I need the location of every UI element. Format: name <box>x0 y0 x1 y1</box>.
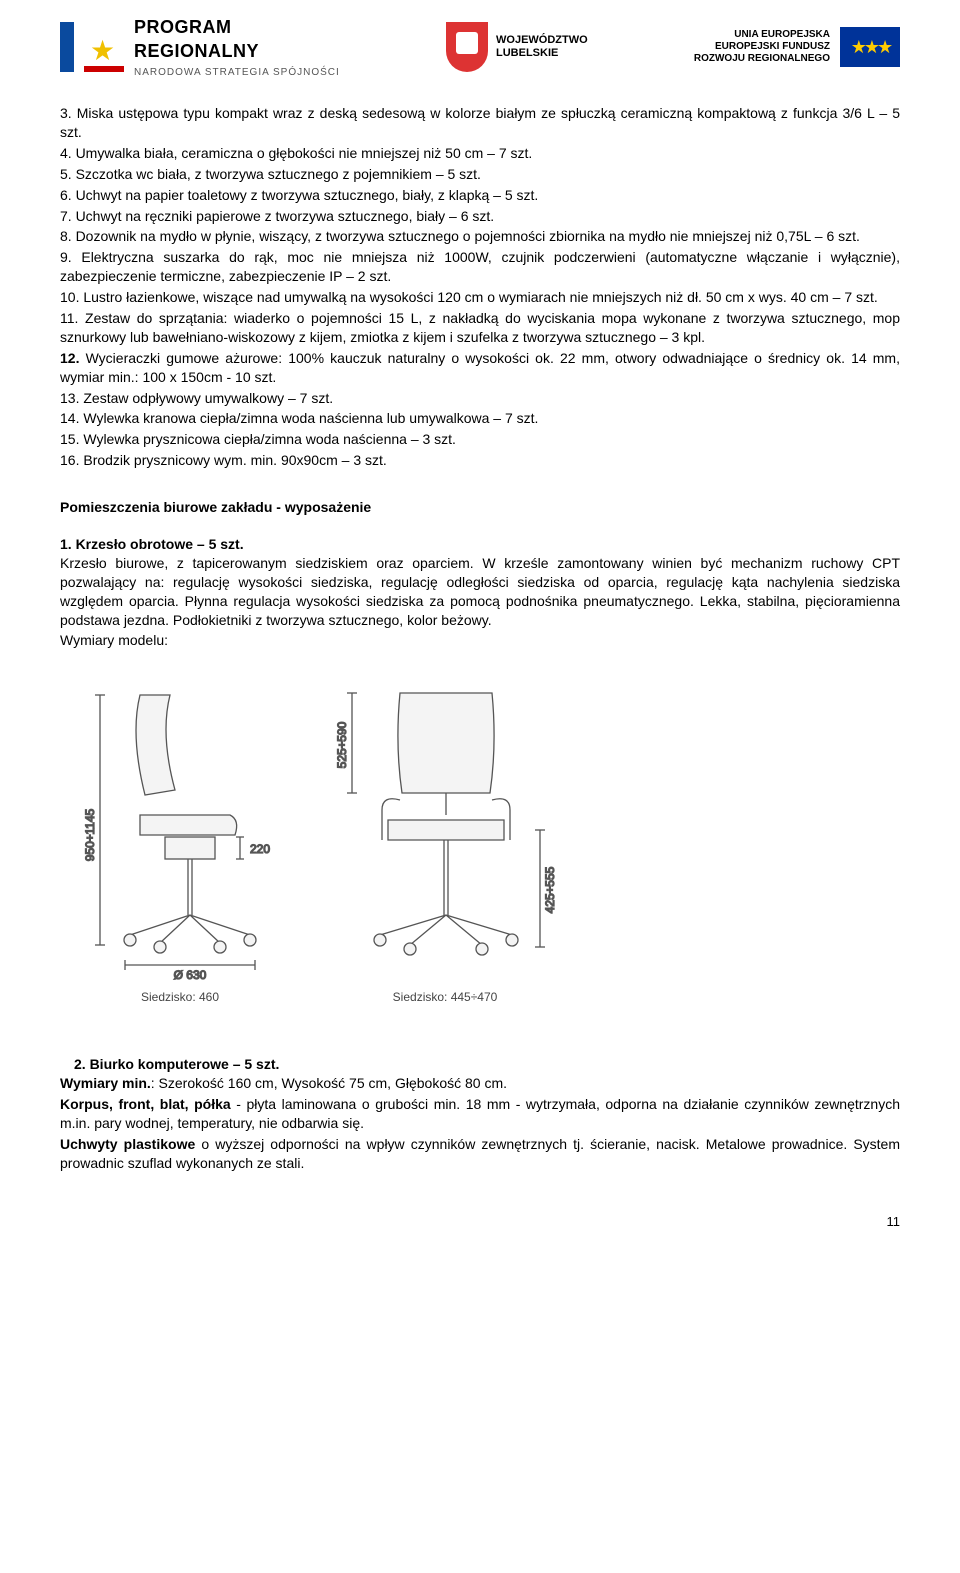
logo-pr-star: ★ <box>84 22 124 72</box>
desk-wymiary-label: Wymiary min. <box>60 1075 151 1091</box>
spec-item-9: 9. Elektryczna suszarka do rąk, moc nie … <box>60 248 900 286</box>
desk-korpus: Korpus, front, blat, półka - płyta lamin… <box>60 1095 900 1133</box>
dim-right-back: 525÷590 <box>335 722 349 769</box>
woj-line1: WOJEWÓDZTWO <box>496 34 588 47</box>
dim-left-height: 950÷1145 <box>83 809 97 862</box>
crest-icon <box>446 22 488 72</box>
eu-line1: UNIA EUROPEJSKA <box>694 29 830 41</box>
logo-pr-text: PROGRAM REGIONALNY NARODOWA STRATEGIA SP… <box>134 15 340 79</box>
dim-left-base: Ø 630 <box>174 968 207 982</box>
chair-title: 1. Krzesło obrotowe – 5 szt. <box>60 535 900 554</box>
logo-program-regionalny: ★ PROGRAM REGIONALNY NARODOWA STRATEGIA … <box>60 15 340 79</box>
desk-uchwyty: Uchwyty plastikowe o wyższej odporności … <box>60 1135 900 1173</box>
logo-pr-blue-bar <box>60 22 74 72</box>
logo-eu-text: UNIA EUROPEJSKA EUROPEJSKI FUNDUSZ ROZWO… <box>694 29 830 65</box>
spec-item-14: 14. Wylewka kranowa ciepła/zimna woda na… <box>60 409 900 428</box>
chair-wymiary-label: Wymiary modelu: <box>60 631 900 650</box>
caption-left: Siedzisko: 460 <box>141 990 219 1004</box>
desk-wymiary-val: : Szerokość 160 cm, Wysokość 75 cm, Głęb… <box>151 1075 507 1091</box>
caption-right: Siedzisko: 445÷470 <box>393 990 498 1004</box>
chair-diagram-svg: 950÷1145 220 <box>80 675 620 1005</box>
woj-line2: LUBELSKIE <box>496 47 588 60</box>
desk-uchwyty-label: Uchwyty plastikowe <box>60 1136 195 1152</box>
page-number: 11 <box>60 1213 900 1231</box>
logo-eu: UNIA EUROPEJSKA EUROPEJSKI FUNDUSZ ROZWO… <box>694 27 900 67</box>
desk-wymiary: Wymiary min.: Szerokość 160 cm, Wysokość… <box>60 1074 900 1093</box>
desk-title: 2. Biurko komputerowe – 5 szt. <box>74 1055 900 1074</box>
spec-item-16: 16. Brodzik prysznicowy wym. min. 90x90c… <box>60 451 900 470</box>
logo-wojewodztwo: WOJEWÓDZTWO LUBELSKIE <box>446 22 588 72</box>
logo-pr-line3: NARODOWA STRATEGIA SPÓJNOŚCI <box>134 66 340 80</box>
document-body: 3. Miska ustępowa typu kompakt wraz z de… <box>60 104 900 1173</box>
spec-item-7: 7. Uchwyt na ręczniki papierowe z tworzy… <box>60 207 900 226</box>
eu-flag-icon: ★ ★ ★ <box>840 27 900 67</box>
spec-item-4: 4. Umywalka biała, ceramiczna o głębokoś… <box>60 144 900 163</box>
spec-item-15: 15. Wylewka prysznicowa ciepła/zimna wod… <box>60 430 900 449</box>
chair-desc: Krzesło biurowe, z tapicerowanym siedzis… <box>60 554 900 630</box>
spec-item-3: 3. Miska ustępowa typu kompakt wraz z de… <box>60 104 900 142</box>
desk-korpus-label: Korpus, front, blat, półka <box>60 1096 231 1112</box>
spec-item-5: 5. Szczotka wc biała, z tworzywa sztuczn… <box>60 165 900 184</box>
spec-item-10: 10. Lustro łazienkowe, wiszące nad umywa… <box>60 288 900 307</box>
section-office-title: Pomieszczenia biurowe zakładu - wyposaże… <box>60 498 900 517</box>
spec-item-12-num: 12. <box>60 350 79 366</box>
dim-right-seat: 425÷555 <box>543 867 557 914</box>
spec-item-8: 8. Dozownik na mydło w płynie, wiszący, … <box>60 227 900 246</box>
spec-item-6: 6. Uchwyt na papier toaletowy z tworzywa… <box>60 186 900 205</box>
spec-item-12: 12. Wycieraczki gumowe ażurowe: 100% kau… <box>60 349 900 387</box>
eu-line3: ROZWOJU REGIONALNEGO <box>694 53 830 65</box>
logo-pr-line2: REGIONALNY <box>134 39 340 63</box>
spec-item-12-text: Wycieraczki gumowe ażurowe: 100% kauczuk… <box>60 350 900 385</box>
header-logos: ★ PROGRAM REGIONALNY NARODOWA STRATEGIA … <box>60 0 900 104</box>
chair-diagram: 950÷1145 220 <box>80 675 900 1005</box>
spec-item-11: 11. Zestaw do sprzątania: wiaderko o poj… <box>60 309 900 347</box>
eu-line2: EUROPEJSKI FUNDUSZ <box>694 41 830 53</box>
logo-woj-text: WOJEWÓDZTWO LUBELSKIE <box>496 34 588 60</box>
dim-left-mech: 220 <box>250 842 270 856</box>
logo-pr-line1: PROGRAM <box>134 15 340 39</box>
spec-item-13: 13. Zestaw odpływowy umywalkowy – 7 szt. <box>60 389 900 408</box>
